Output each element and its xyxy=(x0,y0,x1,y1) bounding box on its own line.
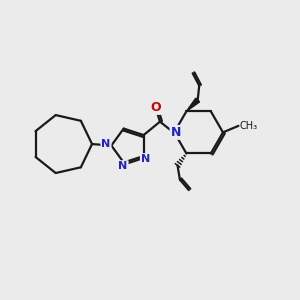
Text: N: N xyxy=(141,154,150,164)
Text: N: N xyxy=(118,161,128,171)
Text: O: O xyxy=(150,101,161,114)
Polygon shape xyxy=(186,98,200,111)
Text: N: N xyxy=(101,139,111,149)
Text: CH₃: CH₃ xyxy=(239,121,257,131)
Text: N: N xyxy=(170,126,181,139)
